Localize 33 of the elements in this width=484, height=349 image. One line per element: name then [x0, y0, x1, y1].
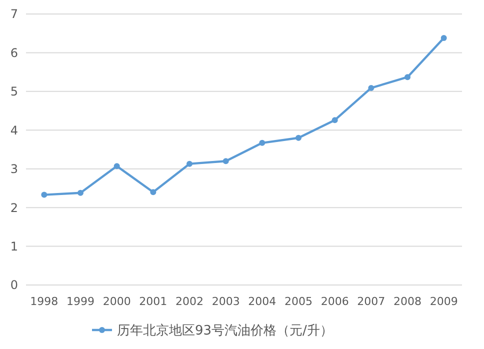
- x-tick-label: 2004: [248, 295, 276, 308]
- point: [332, 117, 338, 124]
- point: [404, 74, 410, 80]
- x-tick-label: 2000: [102, 295, 131, 308]
- point: [114, 163, 120, 170]
- y-tick-label: 7: [10, 7, 18, 22]
- x-tick-label: 2008: [394, 295, 422, 308]
- x-tick-label: 2003: [212, 295, 240, 308]
- y-tick-label: 0: [10, 278, 18, 292]
- y-tick-label: 1: [10, 239, 18, 254]
- x-tick-label: 2001: [139, 295, 168, 308]
- x-tick-label: 2005: [284, 295, 312, 308]
- legend-label: 历年北京地区93号汽油价格（元/升）: [117, 324, 333, 339]
- x-tick-label: 1998: [30, 295, 58, 308]
- point: [368, 84, 374, 91]
- y-tick-label: 2: [10, 200, 18, 215]
- point: [78, 190, 84, 196]
- point: [41, 192, 48, 198]
- y-tick-label: 4: [10, 123, 18, 138]
- x-tick-label: 2006: [320, 295, 349, 308]
- x-tick-label: 2009: [430, 295, 458, 308]
- x-tick-label: 2007: [357, 295, 386, 308]
- y-tick-label: 3: [10, 162, 18, 176]
- point: [296, 134, 302, 141]
- y-tick-label: 5: [10, 84, 18, 99]
- y-tick-label: 6: [10, 46, 18, 60]
- point: [259, 140, 266, 146]
- x-tick-label: 2002: [176, 295, 204, 308]
- point: [222, 158, 229, 164]
- point: [440, 35, 447, 42]
- point: [150, 189, 156, 196]
- x-tick-label: 1999: [66, 295, 94, 308]
- point: [186, 160, 192, 167]
